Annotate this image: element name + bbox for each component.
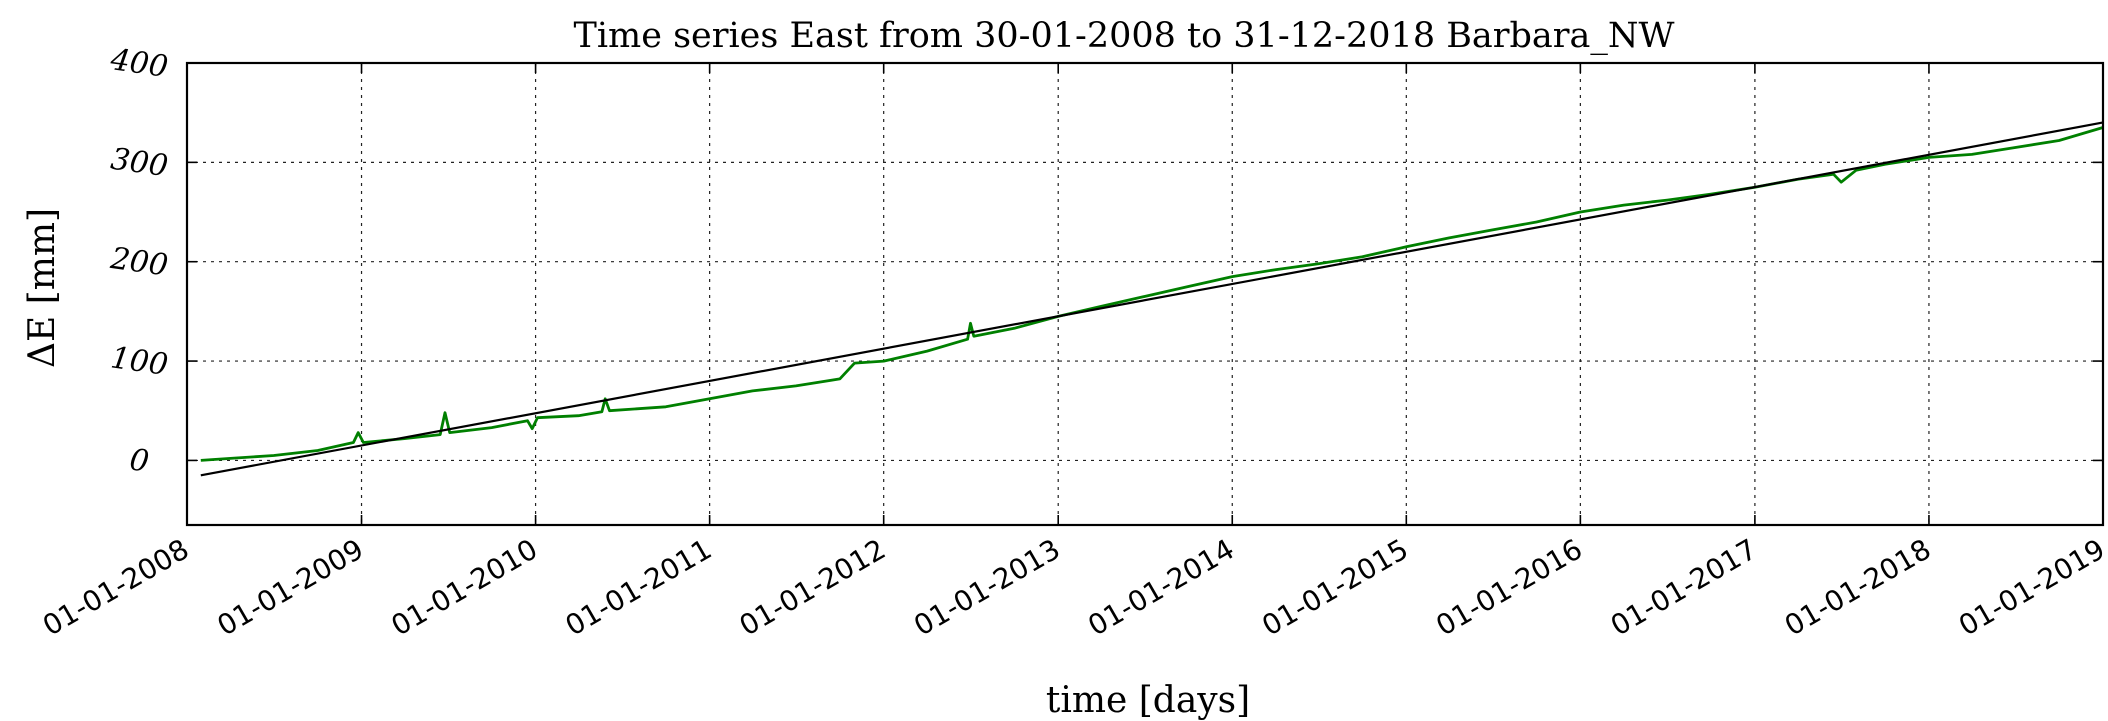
x-tick-label: 01-01-2016 [1430, 532, 1587, 642]
x-tick-label: 01-01-2013 [908, 532, 1065, 642]
x-tick-label: 01-01-2012 [734, 532, 891, 642]
east-displacement-line [200, 126, 2103, 462]
x-tick-label: 01-01-2019 [1953, 532, 2108, 642]
tick-marks [186, 62, 2104, 525]
x-tick-label: 01-01-2018 [1779, 532, 1936, 642]
y-axis-label: ΔE [mm] [22, 208, 63, 368]
x-axis-label: time [days] [1046, 680, 1250, 721]
y-tick-label: 300 [109, 142, 171, 185]
x-tick-label: 01-01-2017 [1605, 532, 1762, 642]
x-tick-labels: 01-01-2008 01-01-2009 01-01-2010 01-01-2011… [37, 532, 2108, 642]
x-tick-label: 01-01-2010 [386, 532, 543, 642]
x-tick-label: 01-01-2009 [212, 532, 369, 642]
x-tick-label: 01-01-2015 [1256, 532, 1413, 642]
grid-lines [186, 62, 2104, 525]
y-tick-label: 100 [109, 340, 171, 383]
x-tick-label: 01-01-2011 [560, 532, 717, 642]
linear-trend-line [200, 121, 2103, 477]
y-tick-label: 0 [127, 442, 151, 479]
x-tick-label: 01-01-2008 [37, 532, 194, 642]
y-tick-labels: 0 100 200 300 400 [108, 42, 171, 480]
chart-title: Time series East from 30-01-2008 to 31-1… [574, 16, 1675, 56]
series-layer [200, 121, 2103, 477]
x-tick-label: 01-01-2014 [1082, 532, 1239, 642]
y-tick-label: 400 [108, 42, 171, 85]
plot-frame [185, 61, 2105, 527]
y-tick-label: 200 [108, 241, 171, 284]
